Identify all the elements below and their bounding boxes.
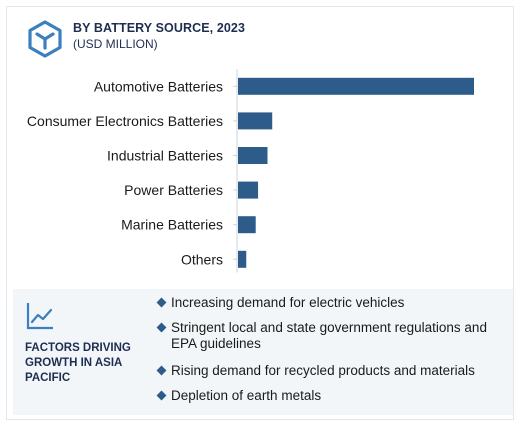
bar: [238, 112, 273, 130]
category-label: Power Batteries: [124, 182, 223, 198]
infographic-card: BY BATTERY SOURCE, 2023 (USD MILLION) Au…: [6, 6, 514, 420]
factors-title: FACTORS DRIVING GROWTH IN ASIA PACIFIC: [25, 342, 131, 384]
factor-item: Rising demand for recycled products and …: [156, 363, 513, 379]
category-label: Consumer Electronics Batteries: [27, 113, 223, 129]
category-label: Industrial Batteries: [107, 148, 223, 164]
growth-factors-panel: FACTORS DRIVING GROWTH IN ASIA PACIFIC I…: [13, 289, 513, 415]
factor-item: Increasing demand for electric vehicles: [156, 295, 513, 311]
hexagon-box-icon: [28, 20, 62, 58]
factor-item: Stringent local and state government reg…: [156, 320, 513, 352]
diamond-bullet-icon: [156, 297, 167, 308]
diamond-bullet-icon: [156, 322, 167, 333]
bar: [238, 250, 247, 268]
factors-list: Increasing demand for electric vehicles …: [156, 295, 513, 413]
bar: [238, 181, 259, 199]
bar: [238, 77, 474, 95]
chart-title: BY BATTERY SOURCE, 2023: [73, 21, 246, 35]
category-label: Automotive Batteries: [94, 78, 223, 94]
diamond-bullet-icon: [156, 365, 167, 376]
trend-line-icon: [26, 303, 53, 330]
bar: [238, 147, 268, 164]
chart-subtitle: (USD MILLION): [73, 37, 158, 51]
bar-chart: Automotive Batteries Consumer Electronics…: [27, 69, 474, 273]
diamond-bullet-icon: [156, 390, 167, 401]
category-label: Others: [181, 251, 223, 267]
category-label: Marine Batteries: [121, 217, 223, 233]
bar: [238, 216, 256, 234]
factor-item: Depletion of earth metals: [156, 388, 513, 404]
